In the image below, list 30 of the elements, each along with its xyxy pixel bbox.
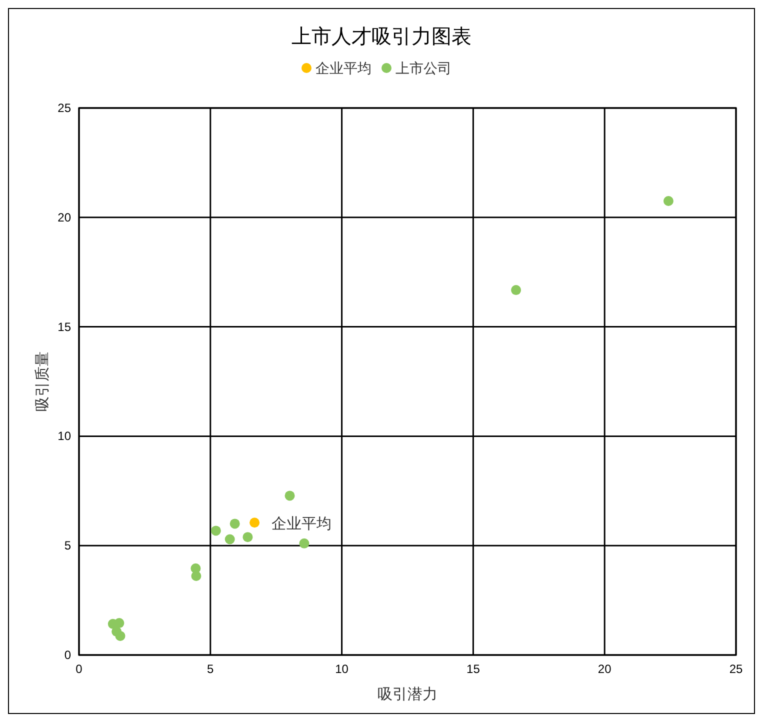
x-tick-label: 5 <box>207 662 214 676</box>
point <box>115 630 126 641</box>
point <box>224 534 235 544</box>
y-tick-label: 20 <box>58 210 72 224</box>
x-axis-title: 吸引潜力 <box>378 685 438 703</box>
y-tick-label: 0 <box>64 648 72 662</box>
point <box>511 285 522 296</box>
x-tick-label: 20 <box>598 662 612 676</box>
legend-label: 上市公司 <box>396 61 452 77</box>
y-tick-label: 5 <box>64 538 72 553</box>
y-tick-label: 15 <box>58 320 72 334</box>
point <box>242 532 253 542</box>
y-axis-title: 吸引质量 <box>33 352 51 412</box>
y-tick-label: 25 <box>58 101 72 115</box>
legend-label: 企业平均 <box>316 61 372 77</box>
point <box>284 490 295 501</box>
x-tick-label: 25 <box>729 662 743 676</box>
x-tick-label: 15 <box>466 662 480 676</box>
point <box>299 538 310 548</box>
y-tick-label: 10 <box>58 429 72 444</box>
annotation: 企业平均 <box>272 514 332 533</box>
x-tick-label: 10 <box>335 662 349 676</box>
point <box>230 518 240 529</box>
point <box>210 526 221 536</box>
point <box>663 196 674 206</box>
x-tick-label: 0 <box>76 662 83 676</box>
point <box>114 618 124 628</box>
point <box>191 571 202 582</box>
point <box>250 518 260 528</box>
chart-title: 上市人才吸引力图表 <box>292 24 472 48</box>
